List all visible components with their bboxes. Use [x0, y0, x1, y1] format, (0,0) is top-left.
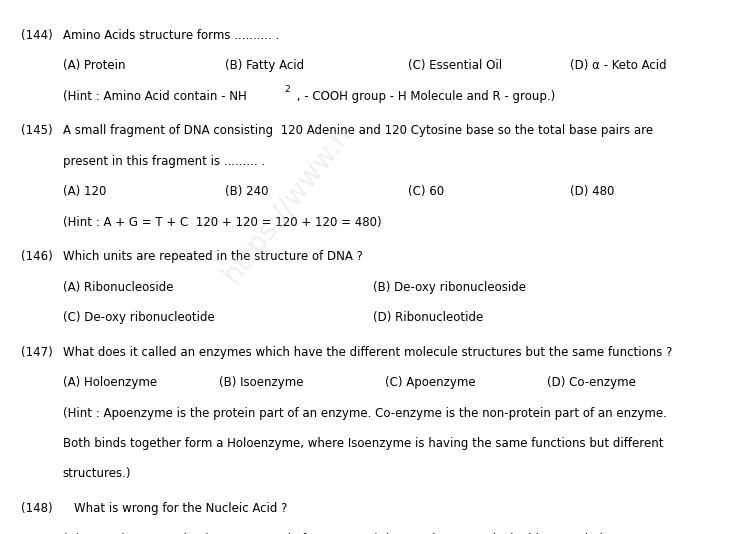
- Text: (B) Isoenzyme: (B) Isoenzyme: [219, 376, 303, 389]
- Text: (Hint : Amino Acid contain - NH: (Hint : Amino Acid contain - NH: [62, 90, 247, 103]
- Text: What is wrong for the Nucleic Acid ?: What is wrong for the Nucleic Acid ?: [74, 502, 288, 515]
- Text: (Hint : Apoenzyme is the protein part of an enzyme. Co-enzyme is the non-protein: (Hint : Apoenzyme is the protein part of…: [62, 407, 666, 420]
- Text: 2: 2: [285, 85, 291, 95]
- Text: (B) De-oxy ribonucleoside: (B) De-oxy ribonucleoside: [373, 281, 526, 294]
- Text: (B) 240: (B) 240: [225, 185, 269, 198]
- Text: present in this fragment is ......... .: present in this fragment is ......... .: [62, 155, 265, 168]
- Text: (A) 120: (A) 120: [62, 185, 106, 198]
- Text: (A) Protein: (A) Protein: [62, 59, 126, 72]
- Text: (C) Apoenzyme: (C) Apoenzyme: [385, 376, 475, 389]
- Text: (D) Co-enzyme: (D) Co-enzyme: [547, 376, 636, 389]
- Text: (147): (147): [21, 346, 53, 359]
- Text: (146): (146): [21, 250, 53, 263]
- Text: (D) Ribonucleotide: (D) Ribonucleotide: [373, 311, 483, 324]
- Text: (C) 60: (C) 60: [408, 185, 444, 198]
- Text: https://www.n: https://www.n: [218, 120, 358, 288]
- Text: (B) Sometimes RNA is double stranded: (B) Sometimes RNA is double stranded: [373, 533, 602, 534]
- Text: (A) Ribonucleoside: (A) Ribonucleoside: [62, 281, 173, 294]
- Text: (C) Essential Oil: (C) Essential Oil: [408, 59, 502, 72]
- Text: (D) α - Keto Acid: (D) α - Keto Acid: [570, 59, 666, 72]
- Text: (A) Holoenzyme: (A) Holoenzyme: [62, 376, 157, 389]
- Text: (A)  Few viruses are having one strand of DNA: (A) Few viruses are having one strand of…: [62, 533, 336, 534]
- Text: Both binds together form a Holoenzyme, where Isoenzyme is having the same functi: Both binds together form a Holoenzyme, w…: [62, 437, 663, 450]
- Text: (C) De-oxy ribonucleotide: (C) De-oxy ribonucleotide: [62, 311, 215, 324]
- Text: (D) 480: (D) 480: [570, 185, 614, 198]
- Text: (Hint : A + G = T + C  120 + 120 = 120 + 120 = 480): (Hint : A + G = T + C 120 + 120 = 120 + …: [62, 216, 382, 229]
- Text: Which units are repeated in the structure of DNA ?: Which units are repeated in the structur…: [62, 250, 363, 263]
- Text: A small fragment of DNA consisting  120 Adenine and 120 Cytosine base so the tot: A small fragment of DNA consisting 120 A…: [62, 124, 653, 137]
- Text: (B) Fatty Acid: (B) Fatty Acid: [225, 59, 304, 72]
- Text: (144): (144): [21, 29, 53, 42]
- Text: (148): (148): [21, 502, 53, 515]
- Text: Amino Acids structure forms .......... .: Amino Acids structure forms .......... .: [62, 29, 279, 42]
- Text: , - COOH group - H Molecule and R - group.): , - COOH group - H Molecule and R - grou…: [293, 90, 555, 103]
- Text: (145): (145): [21, 124, 53, 137]
- Text: What does it called an enzymes which have the different molecule structures but : What does it called an enzymes which hav…: [62, 346, 672, 359]
- Text: structures.): structures.): [62, 467, 131, 481]
